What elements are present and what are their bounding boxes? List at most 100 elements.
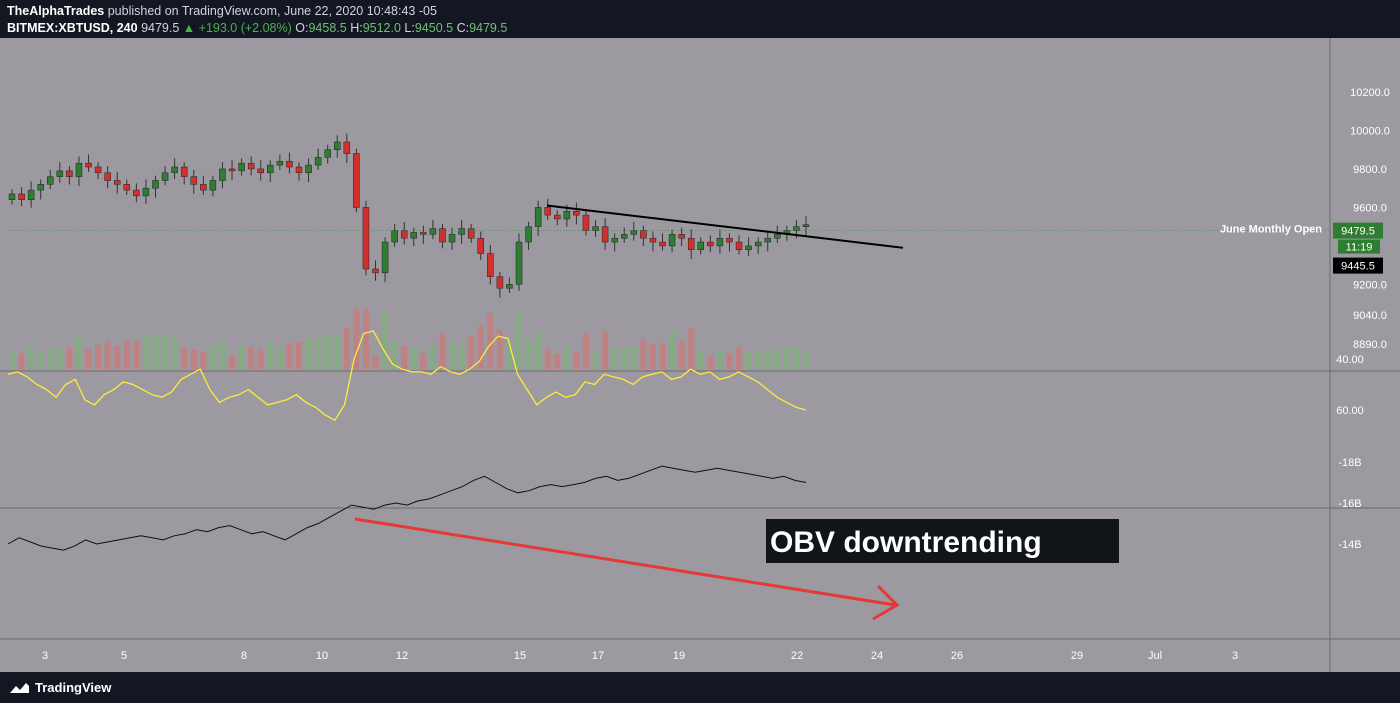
- volume-bar: [133, 341, 140, 369]
- volume-bar: [630, 346, 637, 369]
- symbol-label[interactable]: BITMEX:XBTUSD, 240: [7, 21, 138, 35]
- volume-bar: [401, 346, 408, 369]
- high-value: 9512.0: [362, 21, 401, 35]
- countdown-bg: [1338, 239, 1380, 254]
- volume-bar: [238, 345, 245, 369]
- crosshair-price-bg: [1333, 257, 1383, 274]
- volume-bar: [410, 348, 417, 369]
- volume-bar: [726, 354, 733, 369]
- volume-bar: [37, 351, 44, 369]
- candle-body: [544, 207, 551, 216]
- volume-bar: [783, 348, 790, 369]
- volume-bar: [372, 355, 379, 369]
- x-tick-label: 17: [592, 650, 604, 662]
- volume-bar: [85, 349, 92, 369]
- candle-body: [716, 237, 724, 247]
- downtrend-arrow-head: [872, 584, 900, 621]
- volume-bar: [573, 352, 580, 369]
- volume-bar: [707, 356, 714, 369]
- volume-bar: [774, 349, 781, 369]
- candle-body: [362, 207, 370, 270]
- candle-body: [668, 234, 676, 247]
- volume-bar: [324, 336, 331, 369]
- x-tick-label: 24: [871, 650, 883, 662]
- volume-bar: [95, 345, 102, 369]
- volume-bar: [468, 336, 475, 369]
- candle-body: [410, 232, 418, 239]
- chart-canvas[interactable]: 10200.010000.09800.09600.09200.09040.088…: [0, 38, 1400, 672]
- volume-bar: [764, 350, 771, 369]
- price-tag-bg: [1333, 222, 1383, 239]
- volume-bar: [123, 342, 130, 369]
- volume-bar: [496, 330, 503, 369]
- candle-body: [400, 230, 408, 239]
- volume-bar: [554, 354, 561, 369]
- last-price: 9479.5: [141, 21, 180, 35]
- volume-bar: [229, 355, 236, 369]
- x-tick-label: 22: [791, 650, 803, 662]
- low-value: 9450.5: [414, 21, 454, 35]
- candle-body: [75, 162, 83, 177]
- volume-bar: [66, 348, 73, 369]
- candle-body: [391, 230, 398, 243]
- volume-bar: [142, 337, 149, 369]
- trendline: [546, 204, 904, 249]
- candle-body: [726, 237, 733, 243]
- low-label: L:: [404, 21, 415, 35]
- x-tick-label: 3: [1232, 650, 1238, 662]
- volume-bar: [391, 341, 398, 369]
- x-tick-label: 3: [42, 650, 48, 662]
- volume-bar: [803, 349, 809, 369]
- published-text: published on TradingView.com, June 22, 2…: [107, 4, 437, 18]
- volume-bar: [47, 347, 54, 369]
- volume-bar: [745, 352, 752, 369]
- candle-body: [37, 184, 44, 191]
- obv-line: [7, 465, 807, 551]
- volume-bar: [75, 335, 82, 369]
- candle-body: [563, 211, 571, 220]
- candle-body: [659, 241, 666, 247]
- price-change: +193.0 (+2.08%): [198, 21, 292, 35]
- x-tick-label: 29: [1071, 650, 1083, 662]
- volume-bar: [649, 344, 656, 369]
- volume-bar: [305, 338, 312, 369]
- candle-body: [467, 228, 475, 239]
- candle-body: [8, 193, 16, 200]
- volume-bar: [267, 342, 274, 369]
- volume-bar: [678, 341, 685, 369]
- candle-body: [276, 161, 284, 166]
- volume-bar: [18, 353, 25, 369]
- volume-bar: [56, 349, 63, 369]
- candle-body: [764, 237, 771, 243]
- tradingview-logo[interactable]: TradingView: [8, 680, 111, 695]
- candle-body: [27, 189, 35, 200]
- candle-body: [640, 230, 647, 239]
- candle-body: [190, 176, 198, 185]
- obv-tick-label: -18B: [1338, 457, 1361, 469]
- candle-body: [295, 166, 303, 174]
- candle-body: [372, 268, 379, 274]
- volume-bar: [458, 343, 465, 369]
- publisher-name[interactable]: TheAlphaTrades: [7, 4, 105, 18]
- high-label: H:: [350, 21, 363, 35]
- footer-bar: TradingView: [0, 672, 1400, 703]
- volume-bar: [544, 349, 551, 369]
- candle-body: [142, 187, 150, 197]
- candle-body: [620, 234, 628, 239]
- candle-body: [534, 207, 542, 227]
- candle-body: [515, 241, 523, 285]
- candle-body: [649, 237, 657, 243]
- volume-bar: [9, 354, 15, 369]
- volume-bar: [487, 313, 494, 369]
- candle-body: [381, 241, 389, 274]
- candle-body: [745, 245, 752, 250]
- candle-body: [774, 234, 781, 239]
- crosshair-price: 9445.5: [1341, 261, 1375, 273]
- obv-tick-label: -14B: [1338, 539, 1361, 551]
- candle-body: [200, 184, 207, 191]
- candle-body: [47, 176, 54, 185]
- volume-bar: [295, 342, 302, 369]
- volume-bar: [114, 346, 121, 369]
- rsi-tick-label: 60.00: [1336, 405, 1364, 417]
- candle-body: [687, 237, 695, 250]
